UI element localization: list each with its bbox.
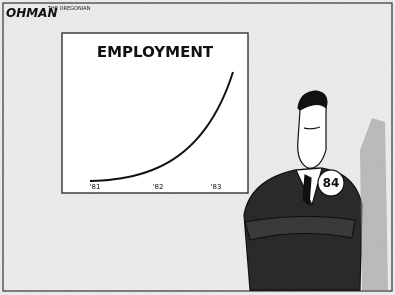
x-label: '83 (211, 183, 222, 191)
board-title: EMPLOYMENT (97, 43, 214, 61)
badge: 84 (323, 176, 340, 190)
credit: THE OREGONIAN (47, 6, 91, 12)
shadow (360, 118, 388, 290)
x-label: '81 (90, 183, 101, 191)
cartoon: OHMAN THE OREGONIAN EMPLOYMENT '81 '82 '… (0, 0, 395, 295)
x-label: '82 (153, 183, 164, 191)
